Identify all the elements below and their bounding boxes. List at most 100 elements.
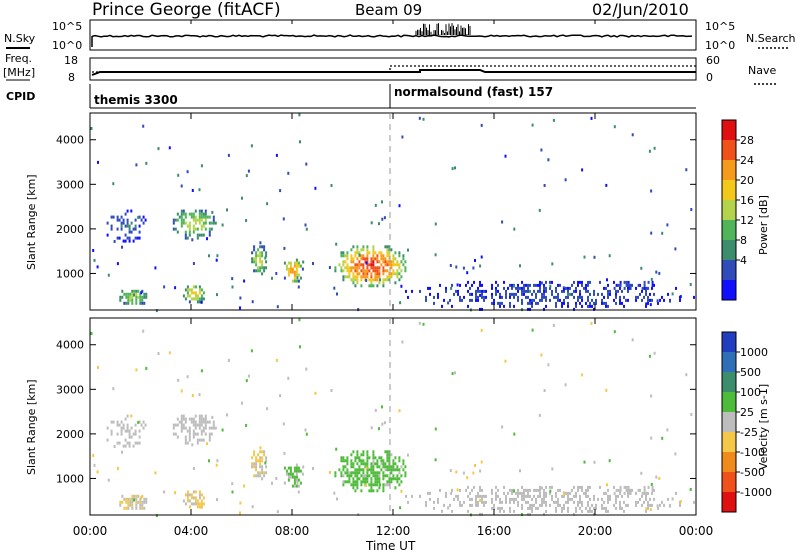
echo-cell xyxy=(190,297,193,301)
echo-cell xyxy=(350,278,353,282)
echo-cell xyxy=(517,289,519,293)
echo-cell xyxy=(483,295,485,299)
echo-cell xyxy=(365,261,368,265)
echo-cell xyxy=(563,287,565,291)
echo-cell xyxy=(370,266,373,270)
echo-cell xyxy=(613,125,616,129)
echo-cell xyxy=(521,491,523,495)
echo-cell xyxy=(511,497,513,501)
echo-cell xyxy=(190,288,193,292)
echo-cell xyxy=(138,435,141,439)
echo-cell xyxy=(202,438,205,442)
echo-cell xyxy=(613,298,615,302)
echo-cell xyxy=(631,338,634,342)
echo-cell xyxy=(285,472,288,476)
echo-cell xyxy=(112,420,115,424)
echo-cell xyxy=(656,504,659,508)
echo-cell xyxy=(364,465,367,469)
echo-cell xyxy=(198,218,201,222)
echo-cell xyxy=(330,389,333,392)
echo-cell xyxy=(356,450,359,454)
echo-cell xyxy=(295,475,298,479)
echo-cell xyxy=(497,488,499,492)
echo-cell xyxy=(512,489,515,493)
echo-cell xyxy=(374,471,377,475)
echo-cell xyxy=(481,497,483,501)
echo-cell xyxy=(126,426,129,430)
echo-cell xyxy=(366,245,369,249)
echo-cell xyxy=(368,278,371,282)
echo-cell xyxy=(569,491,571,495)
echo-cell xyxy=(613,485,615,489)
echo-cell xyxy=(251,456,254,460)
echo-cell xyxy=(198,221,201,225)
echo-cell xyxy=(107,273,110,277)
echo-cell xyxy=(555,295,557,299)
echo-cell xyxy=(398,468,401,472)
echo-cell xyxy=(194,502,197,506)
echo-cell xyxy=(356,453,359,457)
echo-cell xyxy=(142,426,145,430)
echo-cell xyxy=(521,286,523,290)
echo-cell xyxy=(176,423,179,427)
echo-cell xyxy=(402,257,405,261)
echo-cell xyxy=(591,298,593,302)
echo-cell xyxy=(305,432,308,436)
echo-cell xyxy=(134,423,137,427)
echo-cell xyxy=(398,278,401,282)
echo-cell xyxy=(561,301,563,305)
power-ylabel: Slant Range [km] xyxy=(25,174,38,270)
echo-cell xyxy=(354,483,357,487)
echo-cell xyxy=(650,231,653,235)
echo-cell xyxy=(631,283,633,287)
echo-cell xyxy=(513,292,515,296)
echo-cell xyxy=(192,215,195,219)
echo-cell xyxy=(507,491,509,495)
echo-cell xyxy=(196,227,199,231)
echo-cell xyxy=(418,321,421,325)
echo-cell xyxy=(293,264,296,268)
echo-cell xyxy=(356,245,359,249)
echo-cell xyxy=(384,260,387,264)
colorbar-swatch xyxy=(722,240,736,260)
echo-cell xyxy=(372,257,375,261)
echo-cell xyxy=(198,291,201,295)
echo-cell xyxy=(184,236,187,240)
echo-cell xyxy=(539,289,541,293)
echo-cell xyxy=(350,483,353,487)
echo-cell xyxy=(617,488,620,492)
echo-cell xyxy=(404,266,407,270)
echo-cell xyxy=(493,506,495,510)
echo-cell xyxy=(398,204,401,208)
echo-cell xyxy=(647,506,649,510)
echo-cell xyxy=(204,212,207,216)
echo-cell xyxy=(370,465,373,469)
echo-cell xyxy=(382,459,385,463)
echo-cell xyxy=(525,494,527,498)
echo-cell xyxy=(360,284,363,288)
echo-cell xyxy=(336,497,338,501)
echo-cell xyxy=(615,497,617,501)
echo-cell xyxy=(635,503,637,507)
echo-cell xyxy=(354,278,357,282)
echo-cell xyxy=(509,509,511,513)
echo-cell xyxy=(388,248,391,252)
echo-cell xyxy=(239,511,241,515)
echo-cell xyxy=(352,483,355,487)
echo-cell xyxy=(505,289,507,293)
echo-cell xyxy=(212,221,215,225)
echo-cell xyxy=(360,269,363,273)
echo-cell xyxy=(396,474,399,478)
echo-cell xyxy=(619,485,622,489)
echo-cell xyxy=(567,295,569,299)
echo-cell xyxy=(200,215,203,219)
echo-cell xyxy=(479,289,481,293)
echo-cell xyxy=(342,278,345,282)
echo-cell xyxy=(204,423,207,427)
echo-cell xyxy=(312,262,314,265)
echo-cell xyxy=(407,295,409,299)
echo-cell xyxy=(135,494,138,498)
echo-cell xyxy=(521,506,523,510)
echo-cell xyxy=(192,490,195,494)
echo-cell xyxy=(251,260,254,264)
